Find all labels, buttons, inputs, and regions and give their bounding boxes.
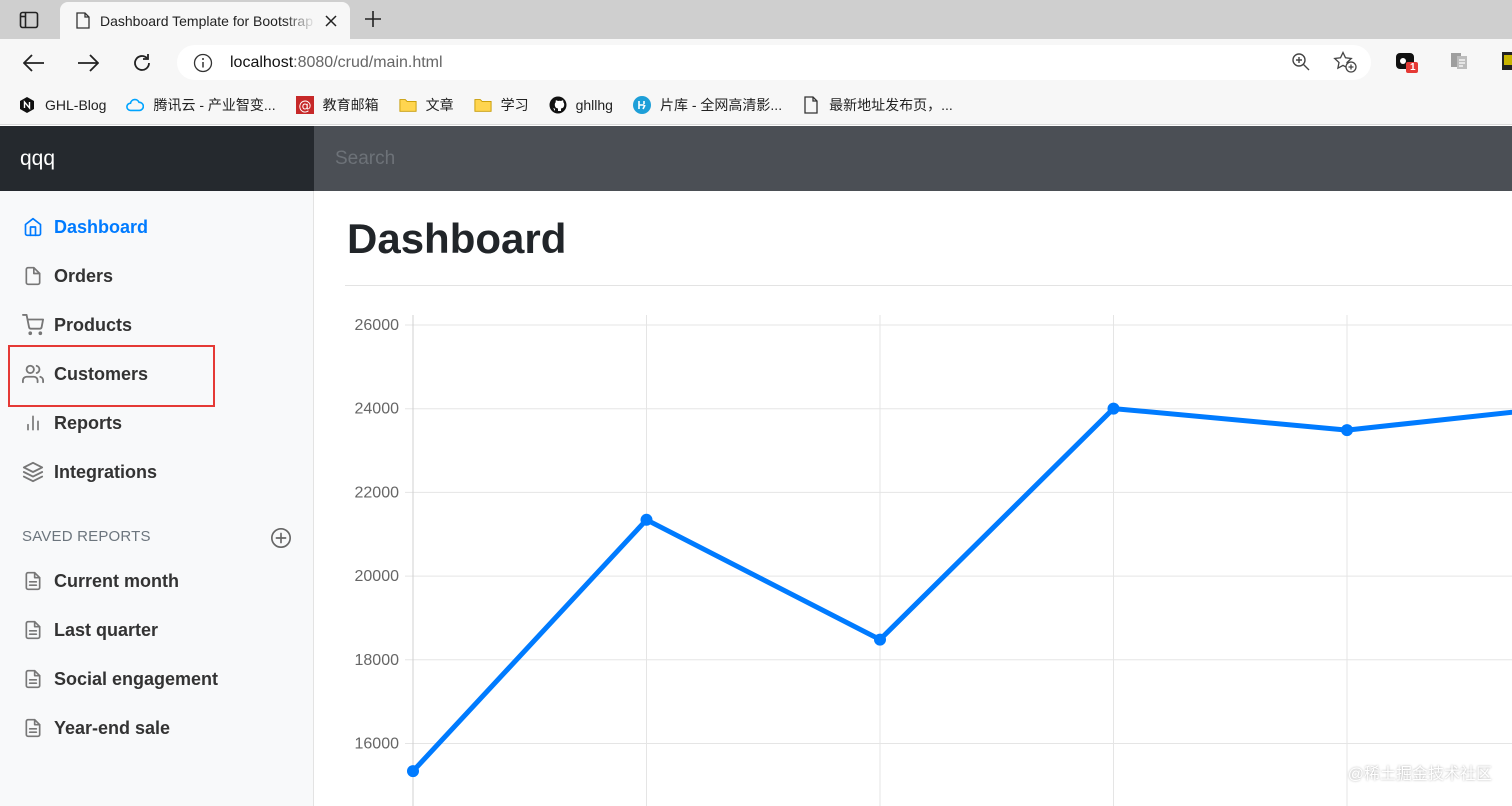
sidebar-item-reports[interactable]: Reports [0, 403, 314, 443]
bookmark-ghl-blog[interactable]: GHL-Blog [18, 96, 106, 114]
brand-logo[interactable]: qqq [0, 126, 314, 191]
data-point [407, 765, 419, 778]
tab-actions-icon[interactable] [10, 8, 48, 32]
add-report-icon[interactable] [270, 527, 292, 549]
add-favorite-icon[interactable] [1333, 50, 1357, 78]
file-icon [22, 265, 44, 287]
sidebar-item-dashboard[interactable]: Dashboard [0, 207, 314, 247]
n-logo-icon [18, 96, 36, 114]
address-bar[interactable]: localhost:8080/crud/main.html [177, 45, 1371, 80]
data-point [1341, 424, 1353, 437]
cloud-icon [126, 96, 145, 114]
sidebar-item-products[interactable]: Products [0, 305, 314, 345]
sidebar-item-current-month[interactable]: Current month [0, 561, 314, 601]
at-mail-icon: @ [295, 95, 314, 114]
y-tick-label: 24000 [355, 401, 400, 418]
bookmark-edu-mail[interactable]: @ 教育邮箱 [295, 95, 379, 115]
extension-icon-2[interactable] [1500, 50, 1512, 74]
pianku-icon [632, 95, 651, 114]
bookmark-pianku[interactable]: 片库 - 全网高清影... [632, 95, 782, 115]
url-text: localhost:8080/crud/main.html [230, 53, 443, 71]
sidebar-item-year-end-sale[interactable]: Year-end sale [0, 708, 314, 748]
svg-text:@: @ [298, 99, 311, 114]
data-point [874, 633, 886, 646]
search-input[interactable] [314, 126, 1512, 191]
reader-icon[interactable] [1448, 50, 1472, 74]
browser-tab[interactable]: Dashboard Template for Bootstrap [60, 2, 350, 39]
sidebar-item-last-quarter[interactable]: Last quarter [0, 610, 314, 650]
folder-icon [474, 96, 492, 114]
extension-icon[interactable]: 1 [1395, 50, 1419, 74]
browser-tab-strip: Dashboard Template for Bootstrap [0, 0, 1512, 39]
file-text-icon [22, 570, 44, 592]
line-chart: 26000 24000 22000 20000 18000 16000 [355, 315, 1512, 806]
tab-title: Dashboard Template for Bootstrap [100, 12, 313, 29]
extension-badge: 1 [1410, 62, 1416, 73]
data-point [1107, 402, 1120, 415]
page-icon [802, 95, 820, 114]
page-title: Dashboard [347, 215, 567, 262]
y-tick-label: 18000 [355, 652, 400, 669]
y-tick-label: 16000 [355, 736, 400, 753]
github-icon [549, 96, 567, 114]
bookmarks-bar: GHL-Blog 腾讯云 - 产业智变... @ 教育邮箱 文章 学习 ghll… [0, 85, 1512, 125]
bookmark-github[interactable]: ghllhg [549, 96, 613, 114]
sidebar: Dashboard Orders Products Customers Repo… [0, 191, 314, 806]
sidebar-item-social-engagement[interactable]: Social engagement [0, 659, 314, 699]
new-tab-icon[interactable] [362, 8, 384, 30]
users-icon [22, 363, 44, 385]
page-icon [76, 12, 90, 29]
title-divider [345, 285, 1512, 286]
home-icon [22, 216, 44, 238]
sidebar-item-integrations[interactable]: Integrations [0, 452, 314, 492]
series-line [411, 406, 1512, 773]
app-navbar: qqq [0, 126, 1512, 191]
data-point [640, 513, 653, 526]
info-icon[interactable] [193, 53, 213, 73]
main-content: Dashboard 26000 24000 22000 20000 18000 16000 [314, 191, 1512, 806]
bookmark-folder-articles[interactable]: 文章 [399, 95, 454, 115]
browser-toolbar: localhost:8080/crud/main.html 1 [0, 39, 1512, 85]
watermark: @稀土掘金技术社区 [1347, 766, 1492, 783]
refresh-icon[interactable] [128, 49, 156, 77]
sidebar-item-orders[interactable]: Orders [0, 256, 314, 296]
annotation-highlight-box [8, 345, 215, 407]
zoom-icon[interactable] [1291, 52, 1311, 77]
bookmark-tencent-cloud[interactable]: 腾讯云 - 产业智变... [126, 95, 276, 115]
y-tick-label: 20000 [355, 568, 400, 585]
sidebar-item-customers[interactable]: Customers [0, 354, 314, 394]
bookmark-folder-study[interactable]: 学习 [474, 95, 529, 115]
close-icon[interactable] [322, 12, 340, 30]
cart-icon [22, 314, 44, 336]
saved-reports-heading: SAVED REPORTS [22, 528, 151, 545]
folder-icon [399, 96, 417, 114]
y-tick-label: 22000 [355, 484, 400, 501]
back-icon[interactable] [20, 49, 48, 77]
layers-icon [22, 461, 44, 483]
bar-chart-icon [22, 412, 44, 434]
bookmark-latest-address[interactable]: 最新地址发布页，... [802, 95, 953, 115]
file-text-icon [22, 717, 44, 739]
forward-icon[interactable] [74, 49, 102, 77]
file-text-icon [22, 668, 44, 690]
file-text-icon [22, 619, 44, 641]
y-tick-label: 26000 [355, 317, 400, 334]
